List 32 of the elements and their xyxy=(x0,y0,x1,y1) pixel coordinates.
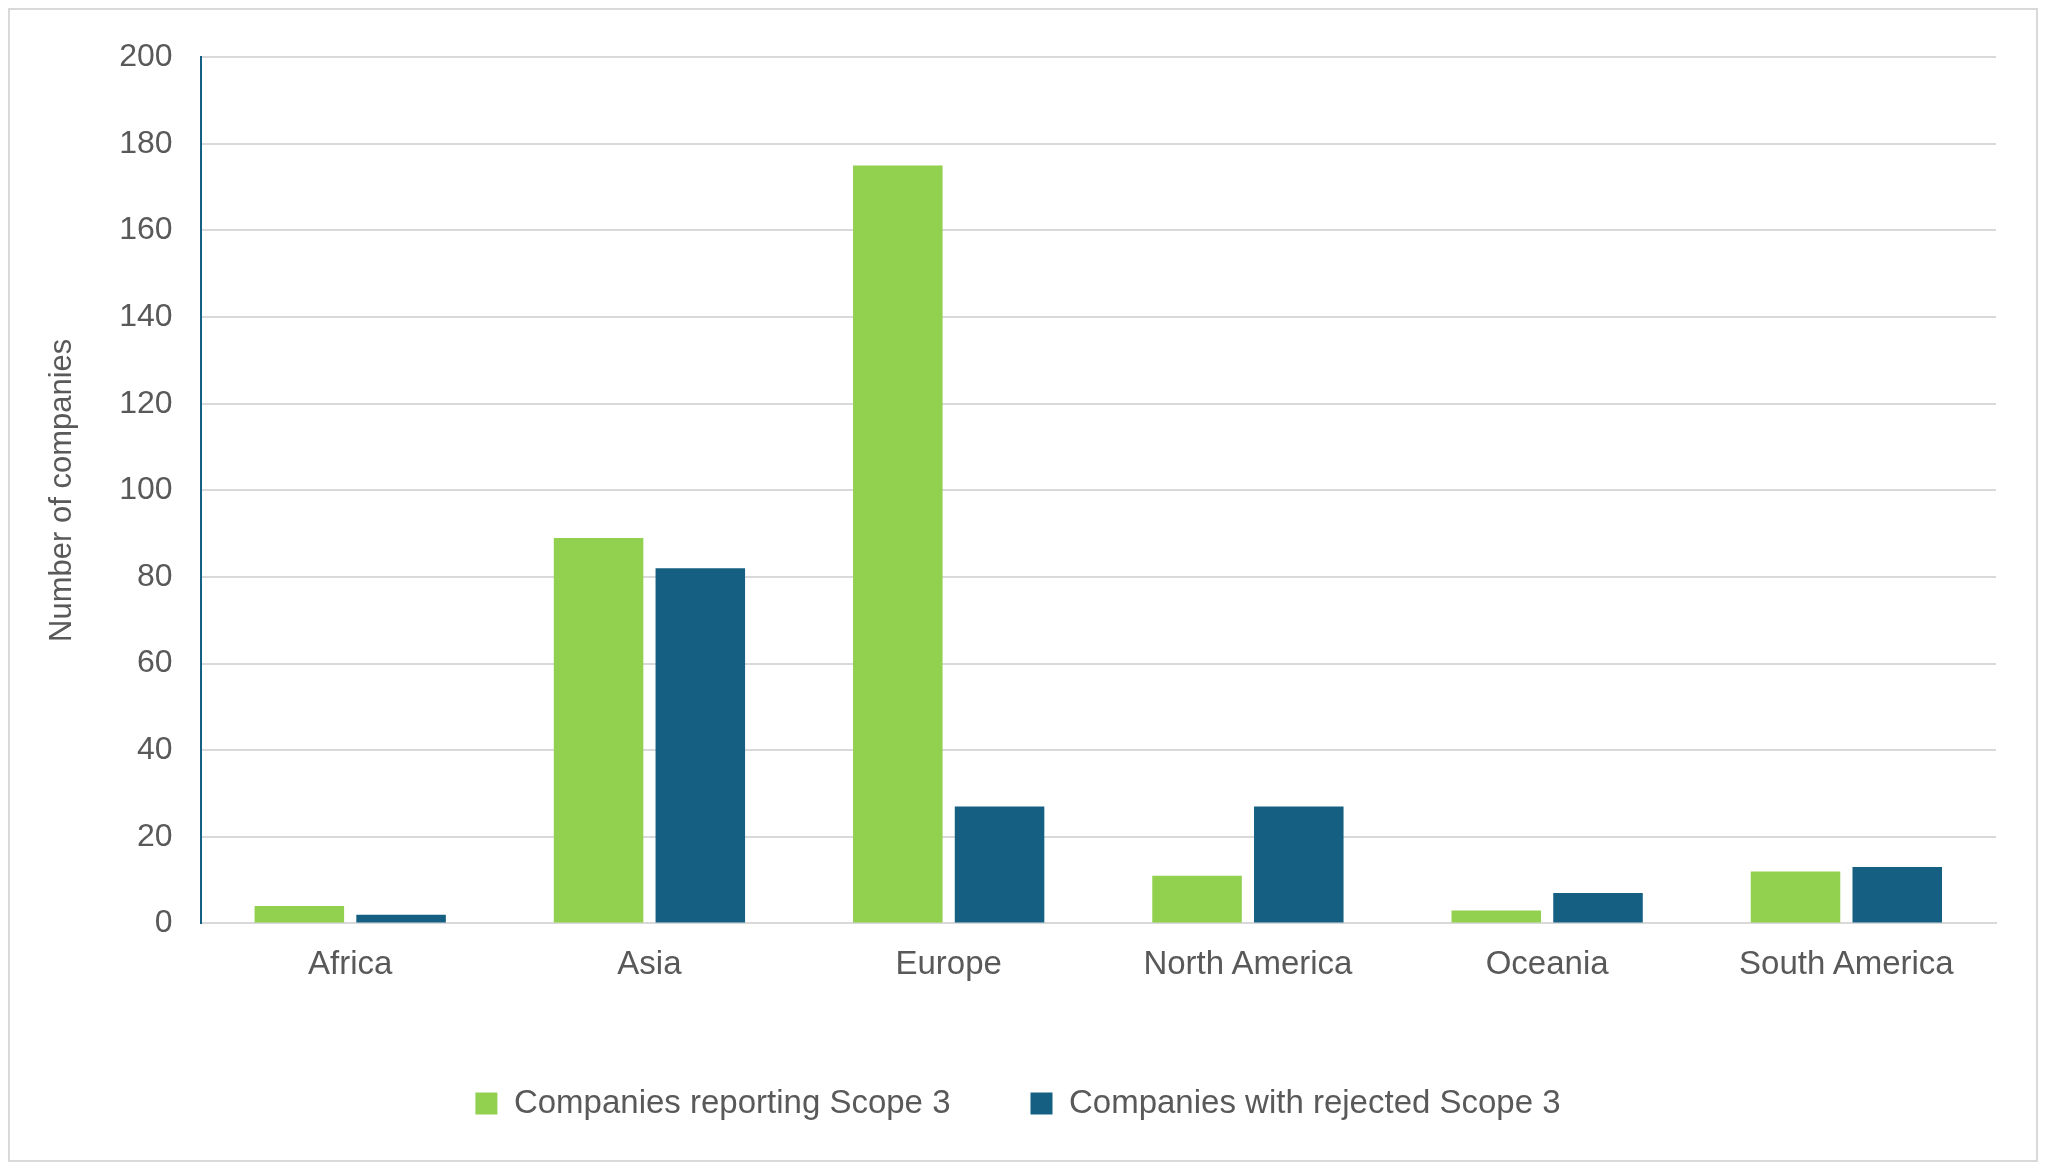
y-axis-title: Number of companies xyxy=(43,338,79,642)
y-tick-label: 100 xyxy=(119,470,173,507)
bar xyxy=(655,568,746,923)
x-tick-label: Asia xyxy=(617,944,683,982)
bar xyxy=(853,165,943,923)
y-tick-label: 0 xyxy=(154,903,173,940)
x-tick-label: South America xyxy=(1739,944,1955,982)
y-tick-label: 40 xyxy=(137,729,173,766)
y-tick-label: 80 xyxy=(137,556,173,593)
bar xyxy=(1852,867,1943,923)
x-tick-label: Europe xyxy=(895,944,1002,982)
bar xyxy=(356,914,446,923)
bar xyxy=(1553,893,1643,923)
y-tick-label: 60 xyxy=(137,643,173,680)
y-tick-label: 140 xyxy=(119,296,173,333)
x-tick-label: North America xyxy=(1143,944,1354,982)
y-tick-label: 120 xyxy=(119,383,173,420)
y-tick-label: 180 xyxy=(119,123,173,160)
x-tick-label: Africa xyxy=(308,944,394,982)
bar xyxy=(1451,910,1542,923)
legend-label: Companies with rejected Scope 3 xyxy=(1068,1082,1561,1120)
x-tick-label: Oceania xyxy=(1485,944,1610,982)
y-tick-label: 20 xyxy=(137,816,173,853)
y-tick-label: 200 xyxy=(119,37,173,74)
bar xyxy=(954,806,1045,923)
bar xyxy=(1750,871,1841,923)
bar xyxy=(553,537,644,923)
bar xyxy=(1152,875,1242,923)
y-tick-label: 160 xyxy=(119,210,173,247)
legend-label: Companies reporting Scope 3 xyxy=(513,1082,951,1120)
bar xyxy=(254,906,345,923)
bar xyxy=(1254,806,1344,923)
